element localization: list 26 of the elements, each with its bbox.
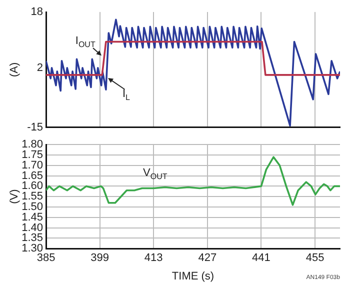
- y-tick-label: 1.70: [22, 159, 43, 172]
- series-label: V$_{OUT}$: [143, 167, 168, 182]
- y-tick-label: 1.60: [22, 180, 43, 192]
- y-tick-label: -15: [27, 121, 43, 134]
- y-tick-label: 1.45: [22, 211, 43, 224]
- y-tick-label: 1.65: [22, 170, 43, 182]
- y-tick-label: 1.55: [22, 190, 43, 203]
- y-tick-label: 1.50: [22, 201, 43, 214]
- y-tick-label: 1.75: [22, 149, 43, 162]
- y-tick-label: 1.35: [22, 232, 43, 244]
- y-tick-label: 1.30: [22, 242, 43, 255]
- y-tick-label: 2: [36, 62, 43, 74]
- x-tick-label: 399: [90, 252, 109, 264]
- y-tick-label: 1.40: [22, 222, 43, 234]
- x-tick-label: 385: [36, 252, 56, 264]
- y-axis-title: (A): [8, 62, 21, 78]
- y-tick-label: 18: [30, 6, 43, 18]
- series-label: I$_{OUT}$: [75, 35, 96, 50]
- x-tick-label: 441: [252, 252, 270, 264]
- y-axis-title: (V): [8, 189, 21, 204]
- y-tick-label: 1.80: [22, 138, 43, 151]
- x-tick-label: 413: [144, 252, 163, 264]
- x-axis-title: TIME (s): [172, 270, 214, 282]
- series-label: I$_{L}$: [122, 88, 130, 102]
- x-tick-label: 455: [306, 252, 324, 264]
- x-tick-label: 427: [198, 252, 217, 264]
